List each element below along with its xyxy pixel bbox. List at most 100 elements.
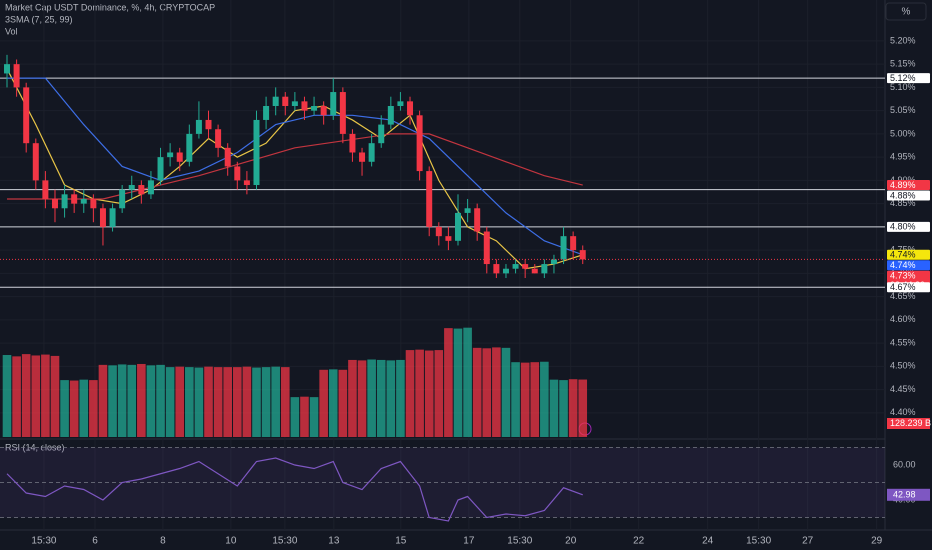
- candle-body: [147, 180, 154, 195]
- rsi-tick-label: 60.00: [893, 459, 916, 469]
- volume-bar: [232, 367, 242, 437]
- price-tag-label: 4.73%: [890, 271, 916, 281]
- rsi-line: [6, 457, 583, 522]
- volume-bar: [204, 366, 213, 437]
- candle-body: [128, 185, 135, 190]
- volume-bar: [31, 355, 41, 437]
- candle-body: [502, 268, 509, 274]
- volume-bar: [453, 328, 463, 437]
- price-tag: [887, 249, 930, 260]
- price-tag-label: 4.74%: [890, 250, 916, 260]
- volume-bar: [300, 396, 309, 437]
- volume-bar: [386, 360, 396, 437]
- unit-button[interactable]: [885, 2, 927, 21]
- price-tag: [887, 260, 930, 271]
- candle-body: [464, 208, 471, 213]
- candle-body: [426, 171, 433, 227]
- volume-bar: [213, 367, 223, 437]
- x-tick-label: 29: [871, 536, 883, 547]
- candle-body: [32, 143, 39, 181]
- candle-body: [4, 64, 11, 74]
- x-tick-label: 17: [463, 536, 475, 547]
- volume-bar: [252, 367, 261, 437]
- candle-body: [80, 198, 87, 204]
- price-tag-label: 4.80%: [890, 222, 916, 232]
- volume-bar: [501, 347, 511, 437]
- candle-body: [23, 87, 30, 144]
- candle-body: [570, 236, 577, 251]
- candle-body: [579, 250, 586, 260]
- candle-body: [560, 236, 567, 260]
- volume-bar: [223, 367, 233, 437]
- volume-bar: [357, 360, 367, 437]
- candle-body: [167, 152, 174, 158]
- volume-bar: [328, 369, 338, 437]
- y-tick-label: 4.85%: [890, 198, 916, 208]
- x-tick-label: 6: [92, 536, 98, 547]
- candle-body: [416, 115, 423, 172]
- x-tick-label: 20: [565, 536, 577, 547]
- x-tick-label: 22: [633, 536, 645, 547]
- volume-bar: [568, 379, 578, 437]
- y-tick-label: 4.75%: [890, 244, 916, 254]
- volume-bar: [396, 359, 405, 437]
- candle-body: [243, 180, 250, 186]
- volume-bar: [98, 364, 108, 437]
- candle-body: [541, 264, 548, 274]
- candle-body: [282, 96, 289, 106]
- volume-bar: [127, 364, 137, 437]
- candle-body: [368, 143, 375, 162]
- volume-bar: [69, 380, 79, 437]
- chart-title: Market Cap USDT Dominance, %, 4h, CRYPTO…: [5, 2, 215, 12]
- rsi-tag: [887, 488, 930, 501]
- price-tag-label: 5.12%: [890, 73, 916, 83]
- y-tick-label: 5.20%: [890, 35, 916, 45]
- rsi-label: RSI (14, close): [5, 442, 65, 452]
- y-tick-label: 4.55%: [890, 337, 916, 347]
- x-tick-label: 8: [160, 536, 166, 547]
- price-tag-label: 4.89%: [890, 180, 916, 190]
- candle-body: [493, 264, 500, 274]
- candle-body: [186, 133, 193, 162]
- candle-body: [291, 101, 298, 106]
- price-tag: [887, 180, 930, 191]
- x-tick-label: 15:30: [746, 536, 771, 547]
- price-tag: [887, 73, 930, 84]
- volume-bar: [376, 359, 386, 437]
- volume-bar: [415, 349, 424, 437]
- volume-bar: [472, 347, 482, 437]
- volume-bar: [242, 366, 252, 437]
- x-tick-label: 15:30: [31, 536, 56, 547]
- candle-body: [205, 119, 212, 130]
- candle-body: [71, 194, 78, 204]
- volume-bar: [50, 355, 60, 437]
- volume-bar: [89, 380, 98, 437]
- volume-bar: [367, 359, 376, 437]
- price-tag: [887, 282, 930, 293]
- volume-bar: [434, 350, 444, 437]
- volume-bar: [463, 327, 472, 437]
- candle-body: [550, 259, 557, 265]
- x-tick-label: 15: [395, 536, 407, 547]
- indicator-label: 3SMA (7, 25, 99): [5, 14, 73, 24]
- unit-button-label[interactable]: %: [902, 7, 911, 18]
- candle-body: [263, 105, 270, 120]
- candle-body: [531, 268, 538, 274]
- volume-bar: [41, 354, 50, 437]
- candle-body: [109, 208, 116, 227]
- candle-body: [99, 208, 106, 227]
- candle-body: [138, 185, 145, 195]
- volume-bar: [559, 380, 568, 437]
- candle-body: [512, 264, 519, 269]
- candle-body: [301, 101, 308, 111]
- volume-bar: [578, 379, 588, 437]
- candle-body: [195, 119, 202, 134]
- candle-body: [339, 92, 346, 134]
- volume-bar: [290, 397, 300, 437]
- y-tick-label: 4.65%: [890, 291, 916, 301]
- candle-body: [272, 96, 279, 106]
- volume-bar: [137, 363, 146, 437]
- candle-body: [522, 264, 529, 269]
- volume-tag: [887, 418, 930, 429]
